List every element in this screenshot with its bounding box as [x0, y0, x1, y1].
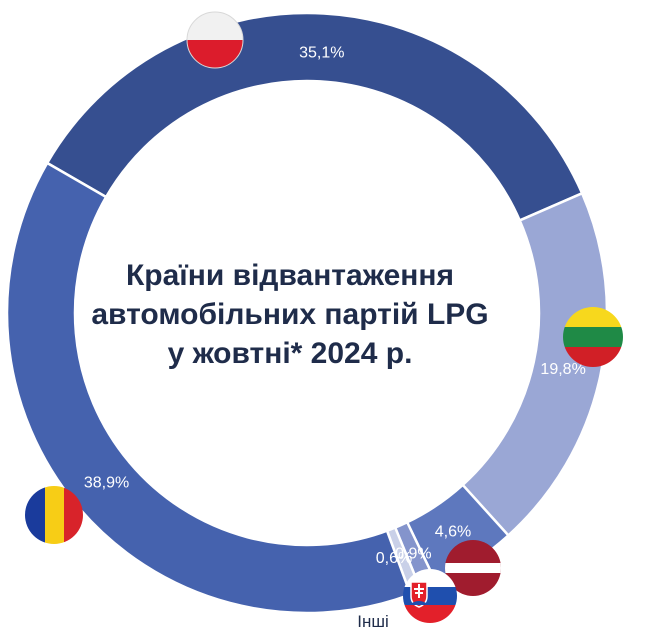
slice-5	[5, 161, 413, 615]
donut-slices	[5, 11, 609, 615]
slice-label-2: 4,6%	[435, 524, 471, 541]
latvia-flag-icon	[445, 540, 501, 596]
chart-title: Країни відвантаження автомобільних парті…	[80, 256, 500, 373]
title-line-2: автомобільних партій LPG	[91, 298, 489, 331]
slice-label-1: 19,8%	[540, 361, 585, 378]
other-label: Інші	[357, 612, 389, 631]
title-line-3: у жовтні* 2024 р.	[167, 337, 413, 370]
slice-label-0: 35,1%	[299, 44, 344, 61]
title-line-1: Країни відвантаження	[125, 259, 454, 292]
slice-label-4: 0,6%	[376, 550, 412, 567]
poland-flag-icon	[186, 11, 244, 69]
slice-label-5: 38,9%	[84, 475, 129, 492]
romania-flag-icon	[25, 486, 83, 544]
slice-label-3: 0,9%	[395, 545, 431, 562]
slice-labels: 35,1% 19,8% 4,6%0,9%0,6% 38,9%	[84, 44, 586, 567]
slovakia-flag-icon	[403, 569, 457, 623]
lithuania-flag-icon	[563, 307, 623, 367]
